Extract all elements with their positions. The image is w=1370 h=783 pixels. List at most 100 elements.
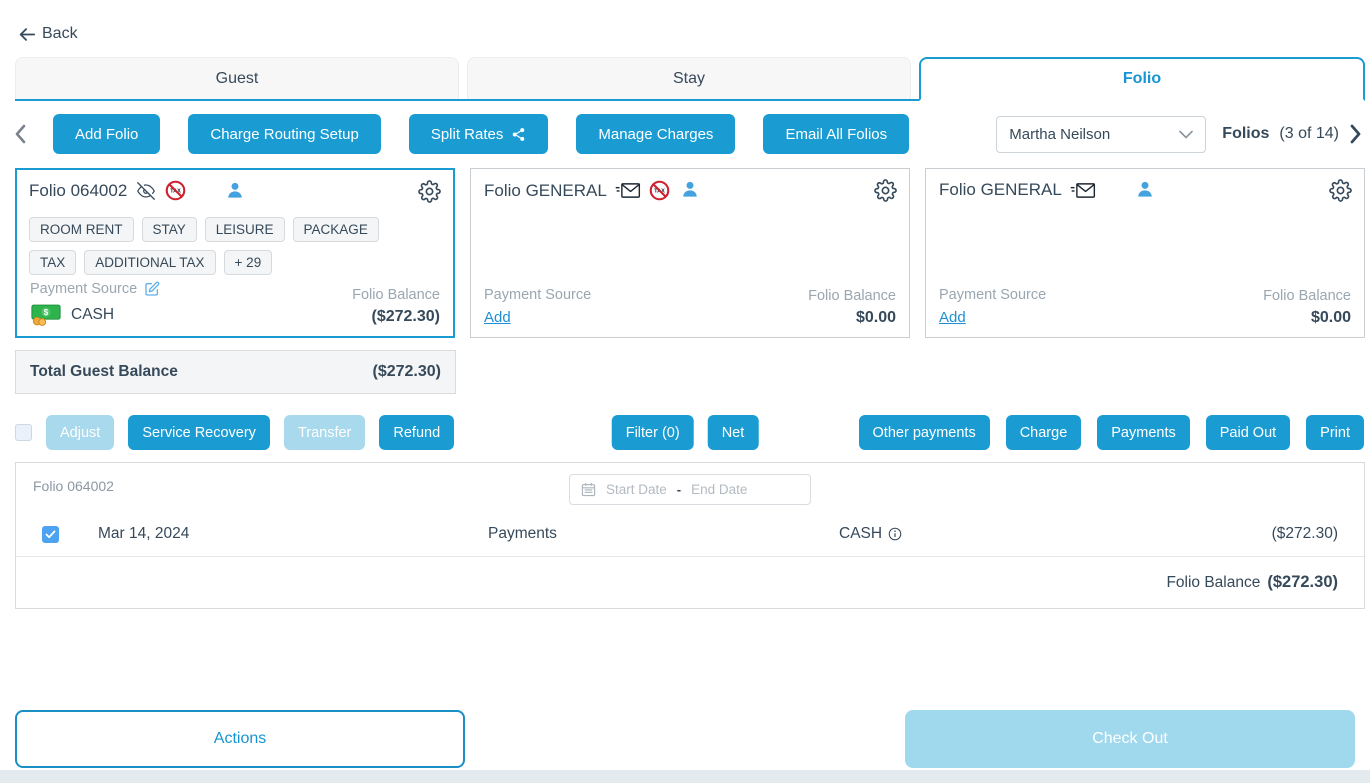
tag-room-rent: ROOM RENT: [29, 217, 134, 242]
person-icon[interactable]: [681, 180, 700, 199]
transaction-method: CASH: [839, 525, 902, 543]
table-folio-label: Folio 064002: [33, 478, 114, 494]
guest-select[interactable]: Martha Neilson: [996, 115, 1207, 153]
total-guest-balance-value: ($272.30): [372, 363, 442, 380]
folio-balance-value: $0.00: [1310, 309, 1351, 326]
edit-icon[interactable]: [144, 281, 160, 297]
add-payment-source-link[interactable]: Add: [939, 309, 966, 326]
tab-guest-label: Guest: [215, 69, 259, 87]
folio-card-title: Folio GENERAL: [484, 180, 607, 200]
folio-card-064002[interactable]: Folio 064002 TAX ROOM RENT STAY LEISURE …: [15, 168, 455, 338]
payment-source-label: Payment Source: [484, 287, 592, 303]
add-payment-source-link[interactable]: Add: [484, 309, 511, 326]
paid-out-label: Paid Out: [1219, 424, 1277, 441]
card-bottom: Payment Source Add Folio Balance $0.00: [939, 287, 1351, 327]
folio-balance-label: Folio Balance: [808, 288, 896, 304]
other-payments-button[interactable]: Other payments: [858, 415, 990, 450]
total-guest-balance-bar: Total Guest Balance ($272.30): [15, 350, 456, 394]
card-header: Folio GENERAL TAX: [484, 180, 896, 201]
payment-method-value: CASH: [71, 305, 115, 323]
manage-charges-button[interactable]: Manage Charges: [576, 114, 736, 154]
refund-label: Refund: [393, 424, 441, 441]
table-header: Folio 064002 Start Date - End Date: [16, 463, 1364, 513]
print-button[interactable]: Print: [1306, 415, 1364, 450]
adjust-label: Adjust: [60, 424, 101, 441]
payment-method-row: $ CASH: [30, 303, 160, 326]
table-folio-balance-value: ($272.30): [1267, 573, 1338, 591]
email-all-folios-button[interactable]: Email All Folios: [763, 114, 910, 154]
tab-bar: Guest Stay Folio: [15, 57, 1365, 101]
transaction-toolbar: Adjust Service Recovery Transfer Refund …: [0, 415, 1370, 451]
gear-icon[interactable]: [418, 180, 441, 203]
charge-label: Charge: [1019, 424, 1068, 441]
calendar-icon: [581, 482, 596, 497]
folio-card-title: Folio GENERAL: [939, 180, 1062, 199]
adjust-button[interactable]: Adjust: [46, 415, 115, 450]
folio-next-chevron-icon[interactable]: [1349, 123, 1365, 145]
paid-out-button[interactable]: Paid Out: [1205, 415, 1291, 450]
charge-routing-setup-button[interactable]: Charge Routing Setup: [188, 114, 381, 154]
folio-card-general-1[interactable]: Folio GENERAL TAX Payment Source Add: [470, 168, 910, 338]
manage-charges-label: Manage Charges: [598, 125, 714, 143]
refund-button[interactable]: Refund: [379, 415, 455, 450]
payments-button[interactable]: Payments: [1097, 415, 1190, 450]
tab-stay[interactable]: Stay: [467, 57, 911, 99]
select-all-checkbox[interactable]: [15, 424, 32, 441]
transfer-label: Transfer: [297, 424, 352, 441]
tag-tax: TAX: [29, 250, 77, 275]
card-header: Folio GENERAL: [939, 180, 1351, 200]
cash-icon: $: [30, 303, 62, 326]
payments-label: Payments: [1111, 424, 1176, 441]
filter-label: Filter (0): [625, 424, 680, 441]
info-icon[interactable]: [888, 527, 902, 541]
tag-more-count[interactable]: + 29: [223, 250, 273, 275]
back-button[interactable]: Back: [18, 25, 78, 43]
payment-source-label: Payment Source: [30, 281, 138, 297]
row-checkbox[interactable]: [42, 526, 59, 543]
payment-source-block: Payment Source Add: [939, 287, 1046, 327]
gear-icon[interactable]: [874, 179, 897, 202]
actions-button[interactable]: Actions: [15, 710, 465, 768]
gear-icon[interactable]: [1329, 179, 1352, 202]
check-out-button[interactable]: Check Out: [905, 710, 1355, 768]
person-icon[interactable]: [226, 181, 245, 200]
email-all-folios-label: Email All Folios: [785, 125, 888, 143]
folio-prev-chevron-icon[interactable]: [15, 123, 31, 145]
folios-pager: Folios (3 of 14): [1222, 123, 1365, 145]
net-button[interactable]: Net: [707, 415, 759, 450]
card-bottom: Payment Source Add Folio Balance $0.00: [484, 287, 896, 327]
other-payments-label: Other payments: [872, 424, 976, 441]
no-tax-icon: TAX: [165, 180, 186, 201]
split-rates-button[interactable]: Split Rates: [408, 114, 549, 154]
tab-folio[interactable]: Folio: [919, 57, 1365, 101]
folio-balance-block: Folio Balance $0.00: [1263, 288, 1351, 327]
eye-slash-icon: [135, 181, 157, 200]
start-date-input[interactable]: Start Date: [606, 482, 667, 497]
service-recovery-label: Service Recovery: [142, 424, 256, 441]
transaction-toolbar-left: Adjust Service Recovery Transfer Refund: [15, 415, 455, 450]
payment-source-block: Payment Source Add: [484, 287, 591, 327]
folio-balance-block: Folio Balance ($272.30): [352, 287, 440, 326]
transfer-button[interactable]: Transfer: [283, 415, 366, 450]
bottom-strip: [0, 770, 1370, 783]
folio-toolbar: Add Folio Charge Routing Setup Split Rat…: [15, 114, 1365, 154]
tab-guest[interactable]: Guest: [15, 57, 459, 99]
back-label: Back: [42, 25, 78, 42]
tag-additional-tax: ADDITIONAL TAX: [84, 250, 216, 275]
folio-balance-value: $0.00: [855, 309, 896, 326]
charge-button[interactable]: Charge: [1005, 415, 1082, 450]
folio-balance-block: Folio Balance $0.00: [808, 288, 896, 327]
folio-balance-label: Folio Balance: [1263, 288, 1351, 304]
end-date-input[interactable]: End Date: [691, 482, 748, 497]
filter-button[interactable]: Filter (0): [611, 415, 694, 450]
transaction-type: Payments: [488, 525, 557, 542]
toolbar-right-group: Martha Neilson Folios (3 of 14): [996, 115, 1365, 153]
table-folio-balance-label: Folio Balance: [1166, 573, 1261, 591]
service-recovery-button[interactable]: Service Recovery: [128, 415, 270, 450]
person-icon[interactable]: [1136, 180, 1155, 199]
folio-card-general-2[interactable]: Folio GENERAL Payment Source Add Folio B…: [925, 168, 1365, 338]
add-folio-button[interactable]: Add Folio: [53, 114, 161, 154]
folios-pager-count: (3 of 14): [1279, 125, 1339, 142]
transaction-toolbar-middle: Filter (0) Net: [611, 415, 759, 450]
date-range-filter[interactable]: Start Date - End Date: [569, 474, 811, 505]
